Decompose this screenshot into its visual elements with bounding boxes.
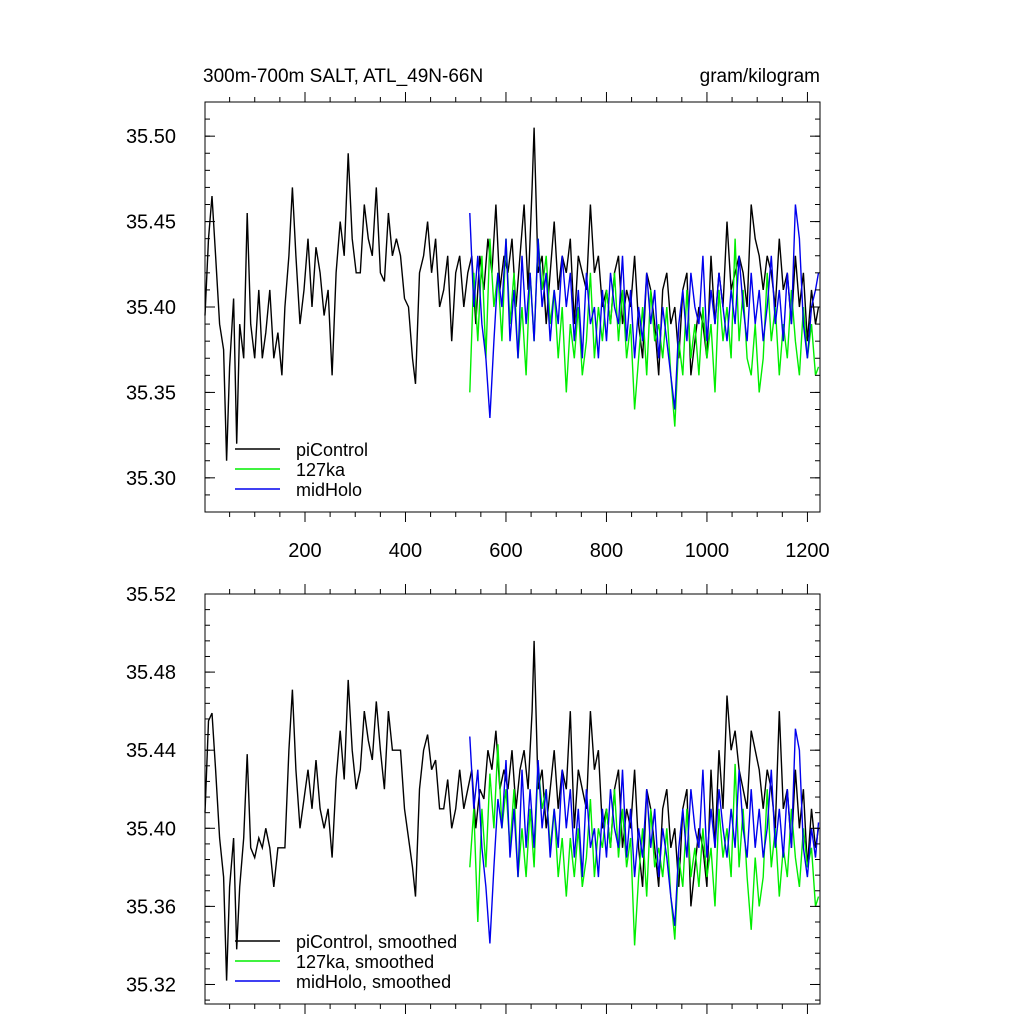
y-tick-label: 35.45 xyxy=(126,212,176,234)
y-tick-label: 35.50 xyxy=(126,126,176,148)
x-tick-label: 800 xyxy=(590,540,623,562)
legend-label: midHolo, smoothed xyxy=(296,972,451,992)
legend-label: piControl xyxy=(296,440,368,460)
series-line-midholo-smoothed xyxy=(469,728,820,944)
units-label: gram/kilogram xyxy=(700,66,820,87)
legend-label: 127ka, smoothed xyxy=(296,952,434,972)
series-line-127ka xyxy=(469,238,820,427)
top-axes: 35.30 35.35 35.40 35.45 35.50 200 400 600 800 100… xyxy=(126,92,830,562)
bottom-panel: 35.32 35.36 35.40 35.44 35.48 35.52 piControl… xyxy=(126,584,821,1014)
legend-label: piControl, smoothed xyxy=(296,932,457,952)
y-tick-label: 35.44 xyxy=(126,740,176,762)
top-series-group xyxy=(204,127,820,461)
x-tick-label: 1000 xyxy=(685,540,730,562)
chart-title: 300m-700m SALT, ATL_49N-66N xyxy=(203,66,483,87)
series-line-picontrol-smoothed xyxy=(204,640,820,981)
x-tick-label: 200 xyxy=(288,540,321,562)
series-line-midholo xyxy=(469,204,820,419)
bottom-plot-frame xyxy=(204,593,821,1005)
series-line-127ka-smoothed xyxy=(469,744,820,946)
bottom-axes: 35.32 35.36 35.40 35.44 35.48 35.52 xyxy=(126,584,820,1014)
y-tick-label: 35.35 xyxy=(126,382,176,404)
y-tick-label: 35.48 xyxy=(126,662,176,684)
y-tick-label: 35.32 xyxy=(126,974,176,996)
y-tick-label: 35.40 xyxy=(126,297,176,319)
legend-label: 127ka xyxy=(296,460,346,480)
y-tick-label: 35.40 xyxy=(126,818,176,840)
y-tick-label: 35.52 xyxy=(126,584,176,606)
legend-label: midHolo xyxy=(296,480,362,500)
top-panel: 300m-700m SALT, ATL_49N-66N gram/kilogra… xyxy=(126,66,830,562)
bottom-series-group xyxy=(204,640,820,981)
x-tick-label: 600 xyxy=(489,540,522,562)
x-tick-label: 1200 xyxy=(785,540,830,562)
y-tick-label: 35.30 xyxy=(126,468,176,490)
y-tick-label: 35.36 xyxy=(126,896,176,918)
x-tick-label: 400 xyxy=(389,540,422,562)
